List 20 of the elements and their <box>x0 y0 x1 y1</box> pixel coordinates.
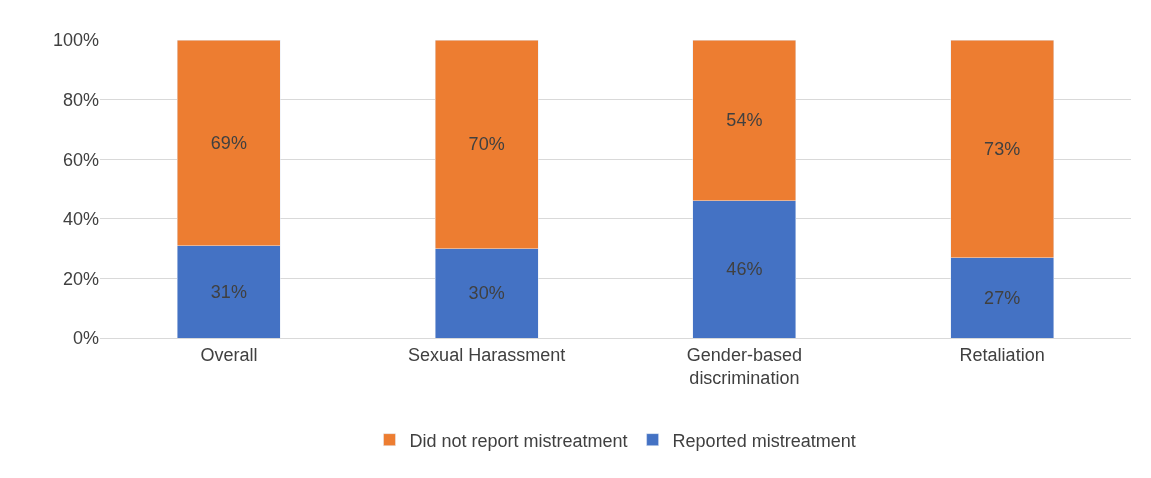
legend-label: Reported mistreatment <box>672 430 856 451</box>
legend-label: Did not report mistreatment <box>409 430 628 451</box>
x-tick-label: Overall <box>200 344 258 365</box>
data-label: 73% <box>984 138 1021 159</box>
y-tick-label: 40% <box>62 209 99 230</box>
data-label: 46% <box>726 259 763 280</box>
y-tick-label: 60% <box>62 149 99 170</box>
data-label: 69% <box>210 132 247 153</box>
y-tick-label: 20% <box>62 268 99 289</box>
data-label: 31% <box>210 281 247 302</box>
x-tick-label: Sexual Harassment <box>408 344 566 365</box>
y-tick-label: 0% <box>72 328 99 349</box>
data-label: 70% <box>468 134 505 155</box>
data-label: 30% <box>468 283 505 304</box>
data-label: 54% <box>726 110 763 131</box>
y-tick-label: 100% <box>52 30 99 51</box>
x-tick-label: Gender-based discrimination <box>686 344 802 388</box>
data-label: 27% <box>984 287 1021 308</box>
y-tick-label: 80% <box>62 89 99 110</box>
x-tick-label: Retaliation <box>959 344 1045 365</box>
